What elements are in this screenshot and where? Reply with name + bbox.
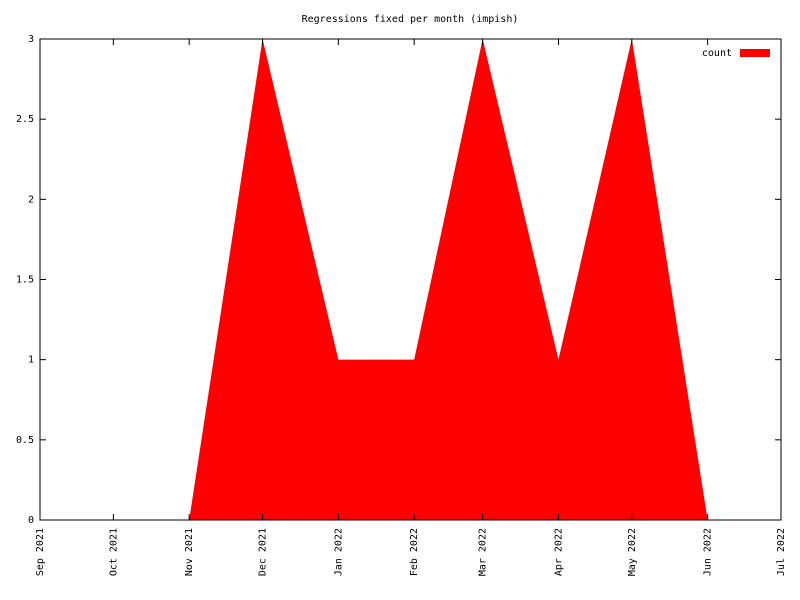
y-tick-label: 2.5	[16, 114, 34, 125]
x-tick-label: Feb 2022	[409, 528, 420, 576]
x-tick-label: Nov 2021	[184, 528, 195, 576]
x-tick-label: Oct 2021	[108, 528, 119, 576]
x-tick-label: Dec 2021	[258, 528, 269, 576]
area	[189, 39, 708, 520]
legend-swatch	[740, 49, 770, 57]
chart-title: Regressions fixed per month (impish)	[302, 14, 519, 25]
y-tick-label: 1	[28, 355, 34, 366]
plot-border	[39, 38, 782, 521]
y-tick-label: 0.5	[16, 435, 34, 446]
x-tick-label: Sep 2021	[35, 528, 46, 576]
y-tick-label: 0	[28, 515, 34, 526]
y-tick-label: 1.5	[16, 275, 34, 286]
x-tick-label: Mar 2022	[478, 528, 489, 576]
y-tick-label: 2	[28, 194, 34, 205]
x-tick-label: Apr 2022	[553, 528, 564, 576]
legend-label: count	[702, 48, 732, 59]
x-tick-label: Jun 2022	[703, 528, 714, 576]
x-tick-label: May 2022	[627, 528, 638, 576]
x-tick-label: Jan 2022	[333, 528, 344, 576]
y-tick-label: 3	[28, 34, 34, 45]
x-tick-label: Jul 2022	[776, 528, 787, 576]
